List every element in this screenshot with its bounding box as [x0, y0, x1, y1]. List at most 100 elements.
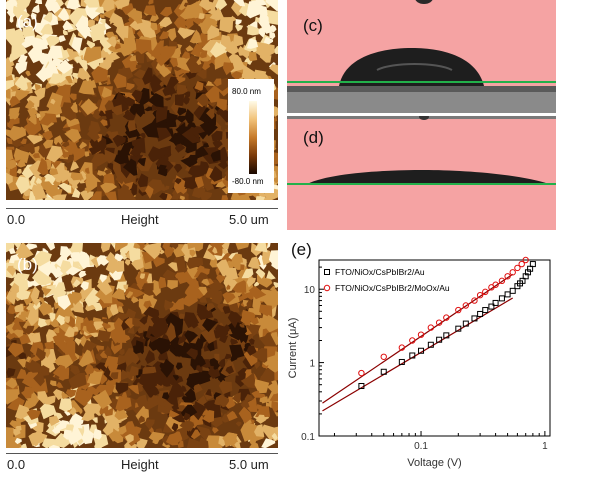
afm-grain: [216, 98, 228, 111]
afm-grain: [47, 45, 63, 59]
afm-grain: [88, 79, 97, 89]
afm-grain: [46, 145, 63, 163]
afm-grain: [26, 134, 43, 145]
afm-grain: [162, 82, 177, 96]
data-point-square: [398, 358, 405, 365]
afm-grain: [70, 172, 84, 181]
afm-grain: [71, 188, 81, 198]
afm-grain: [182, 433, 190, 441]
afm-grain: [195, 176, 204, 189]
afm-grain: [218, 395, 229, 408]
afm-grain: [186, 348, 198, 360]
afm-grain: [221, 186, 230, 195]
afm-grain: [91, 66, 108, 84]
afm-grain: [69, 407, 77, 416]
afm-grain: [189, 29, 202, 44]
x-axis-label: Voltage (V): [407, 457, 461, 469]
afm-grain: [6, 332, 17, 340]
afm-grain: [190, 280, 200, 290]
afm-grain: [53, 389, 65, 401]
afm-grain: [116, 301, 124, 309]
afm-grain: [32, 153, 41, 159]
afm-grain: [70, 252, 82, 262]
afm-grain: [99, 18, 106, 26]
afm-grain: [63, 316, 70, 324]
afm-grain: [213, 366, 219, 370]
afm-grain: [32, 183, 47, 200]
afm-grain: [202, 143, 210, 148]
afm-grain: [61, 391, 70, 400]
plot-frame: [318, 259, 551, 437]
afm-grain: [66, 315, 75, 328]
afm-grain: [167, 112, 178, 123]
data-point-circle: [443, 314, 450, 321]
afm-grain: [43, 173, 52, 181]
afm-grain: [155, 105, 168, 123]
afm-grain: [104, 191, 117, 200]
afm-grain: [201, 278, 210, 286]
afm-grain: [54, 135, 63, 148]
afm-grain: [159, 192, 168, 200]
afm-grain: [262, 314, 278, 333]
afm-grain: [180, 291, 198, 307]
afm-grain: [27, 359, 43, 373]
afm-grain: [115, 243, 128, 253]
afm-grain: [104, 345, 113, 356]
afm-grain: [127, 385, 140, 395]
afm-grain: [209, 257, 218, 268]
afm-grain: [9, 96, 21, 108]
data-point-square: [482, 307, 489, 314]
afm-grain: [267, 426, 274, 435]
afm-grain: [252, 347, 268, 363]
afm-grain: [100, 119, 108, 127]
afm-grain: [14, 303, 24, 313]
afm-grain: [42, 131, 53, 142]
fit-line: [322, 297, 514, 412]
afm-grain: [119, 349, 125, 356]
afm-grain: [81, 427, 94, 445]
afm-grain: [181, 385, 187, 392]
afm-grain: [90, 370, 100, 382]
afm-grain: [257, 10, 272, 32]
data-point-circle: [482, 288, 489, 296]
afm-grain: [58, 169, 70, 183]
afm-grain: [225, 365, 234, 375]
afm-grain: [6, 290, 17, 305]
afm-grain: [70, 366, 81, 375]
afm-grain: [220, 109, 228, 117]
afm-grain: [113, 160, 129, 181]
afm-grain: [197, 45, 204, 52]
afm-grain: [214, 353, 220, 361]
afm-grain: [196, 364, 203, 374]
legend-marker-square: [324, 269, 330, 275]
afm-grain: [50, 380, 57, 387]
afm-grain: [222, 432, 238, 445]
afm-grain: [6, 377, 18, 389]
afm-grain: [114, 43, 121, 50]
afm-grain: [178, 0, 189, 11]
afm-grain: [262, 331, 272, 341]
afm-grain: [197, 309, 208, 321]
afm-grain: [42, 139, 54, 149]
afm-grain: [176, 115, 186, 123]
afm-grain: [115, 253, 124, 262]
afm-grain: [144, 106, 152, 112]
afm-grain: [123, 96, 135, 107]
afm-grain: [145, 419, 155, 430]
data-point-square: [409, 352, 416, 359]
afm-grain: [184, 290, 191, 297]
afm-grain: [181, 51, 191, 59]
afm-grain: [172, 403, 180, 410]
afm-grain: [164, 245, 175, 258]
data-point-circle: [435, 319, 443, 326]
contact-angle-image-c: [287, 0, 556, 113]
afm-grain: [147, 93, 164, 108]
afm-grain: [72, 419, 81, 429]
afm-grain: [16, 168, 22, 174]
afm-grain: [187, 243, 200, 250]
afm-grain: [78, 58, 88, 72]
scale-end-a: 5.0 um: [229, 212, 269, 227]
afm-grain: [110, 288, 126, 300]
afm-grain: [47, 113, 58, 123]
afm-grain: [208, 365, 221, 379]
